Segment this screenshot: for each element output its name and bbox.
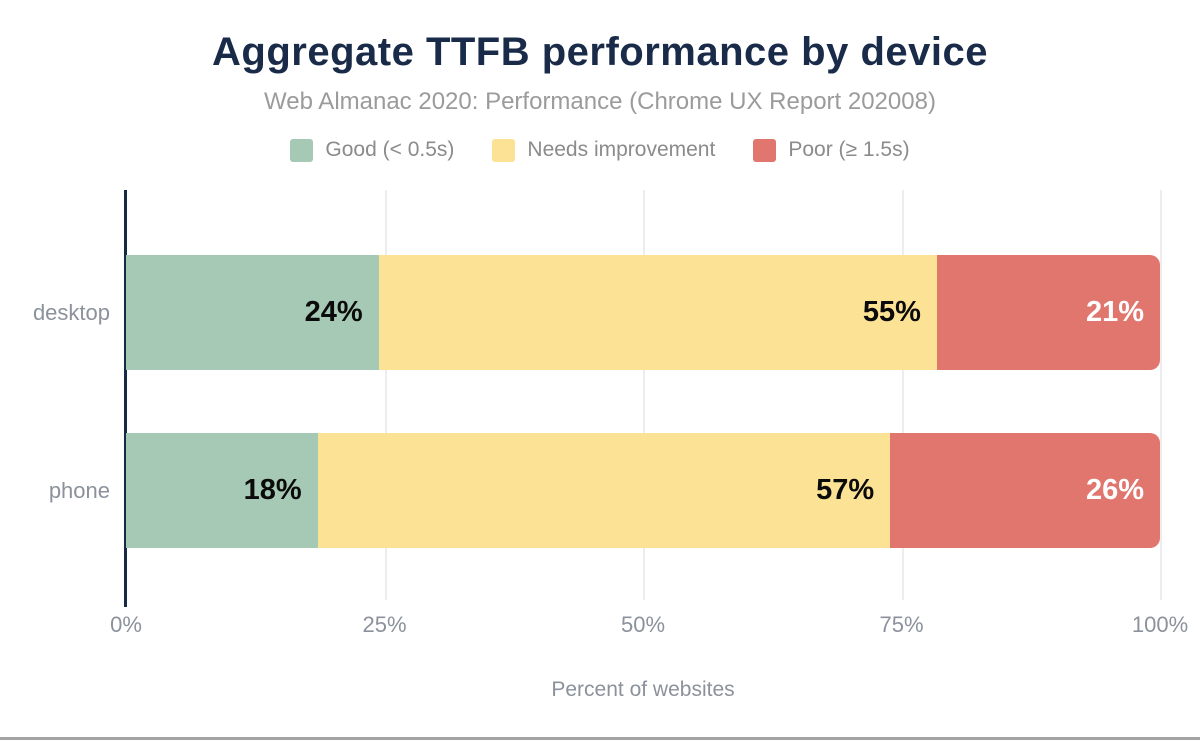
gridline-75 bbox=[901, 190, 904, 600]
legend-item-needs-improvement: Needs improvement bbox=[492, 138, 715, 162]
legend-label-good: Good (< 0.5s) bbox=[325, 138, 455, 161]
category-label-phone: phone bbox=[48, 478, 110, 503]
x-tick-25: 25% bbox=[362, 612, 407, 637]
bar-segment-phone-needs-improvement: 57% bbox=[317, 433, 891, 548]
x-tick-50: 50% bbox=[620, 612, 666, 637]
legend-swatch-poor bbox=[753, 138, 777, 162]
value-label-desktop-needs-improvement: 55% bbox=[862, 296, 921, 328]
chart-title: Aggregate TTFB performance by device bbox=[212, 30, 988, 74]
category-label-desktop: desktop bbox=[32, 300, 110, 325]
legend: Good (< 0.5s) Needs improvement Poor (≥ … bbox=[0, 138, 1200, 162]
legend-swatch-good bbox=[290, 138, 314, 162]
x-tick-100: 100% bbox=[1131, 612, 1189, 637]
legend-swatch-needs-improvement bbox=[492, 138, 516, 162]
gridline-25 bbox=[384, 190, 387, 600]
x-tick-75: 75% bbox=[879, 612, 924, 637]
legend-label-needs-improvement: Needs improvement bbox=[527, 138, 716, 161]
chart-subtitle: Web Almanac 2020: Performance (Chrome UX… bbox=[264, 88, 936, 115]
value-label-phone-poor: 26% bbox=[1085, 474, 1144, 506]
bar-segment-phone-poor: 26% bbox=[890, 433, 1160, 548]
bar-segment-desktop-poor: 21% bbox=[936, 255, 1160, 370]
bar-segment-desktop-good: 24% bbox=[126, 255, 379, 370]
gridline-100 bbox=[1160, 190, 1162, 600]
y-axis-line bbox=[124, 190, 127, 607]
bar-row-desktop: 24% 55% 21% bbox=[126, 255, 1160, 370]
plot-area: 24% 55% 21% 18% 57% 26% bbox=[124, 190, 1162, 607]
bar-row-phone: 18% 57% 26% bbox=[126, 433, 1160, 548]
value-label-desktop-poor: 21% bbox=[1085, 296, 1144, 328]
x-tick-0: 0% bbox=[110, 612, 142, 637]
value-label-phone-good: 18% bbox=[243, 474, 302, 506]
legend-label-poor: Poor (≥ 1.5s) bbox=[788, 138, 910, 161]
bar-segment-phone-good: 18% bbox=[126, 433, 318, 548]
x-axis-title: Percent of websites bbox=[551, 678, 735, 701]
value-label-desktop-good: 24% bbox=[304, 296, 363, 328]
bottom-border bbox=[0, 737, 1200, 740]
value-label-phone-needs-improvement: 57% bbox=[816, 474, 875, 506]
gridline-50 bbox=[643, 190, 645, 600]
legend-item-poor: Poor (≥ 1.5s) bbox=[753, 138, 910, 162]
bar-segment-desktop-needs-improvement: 55% bbox=[378, 255, 937, 370]
legend-item-good: Good (< 0.5s) bbox=[290, 138, 454, 162]
